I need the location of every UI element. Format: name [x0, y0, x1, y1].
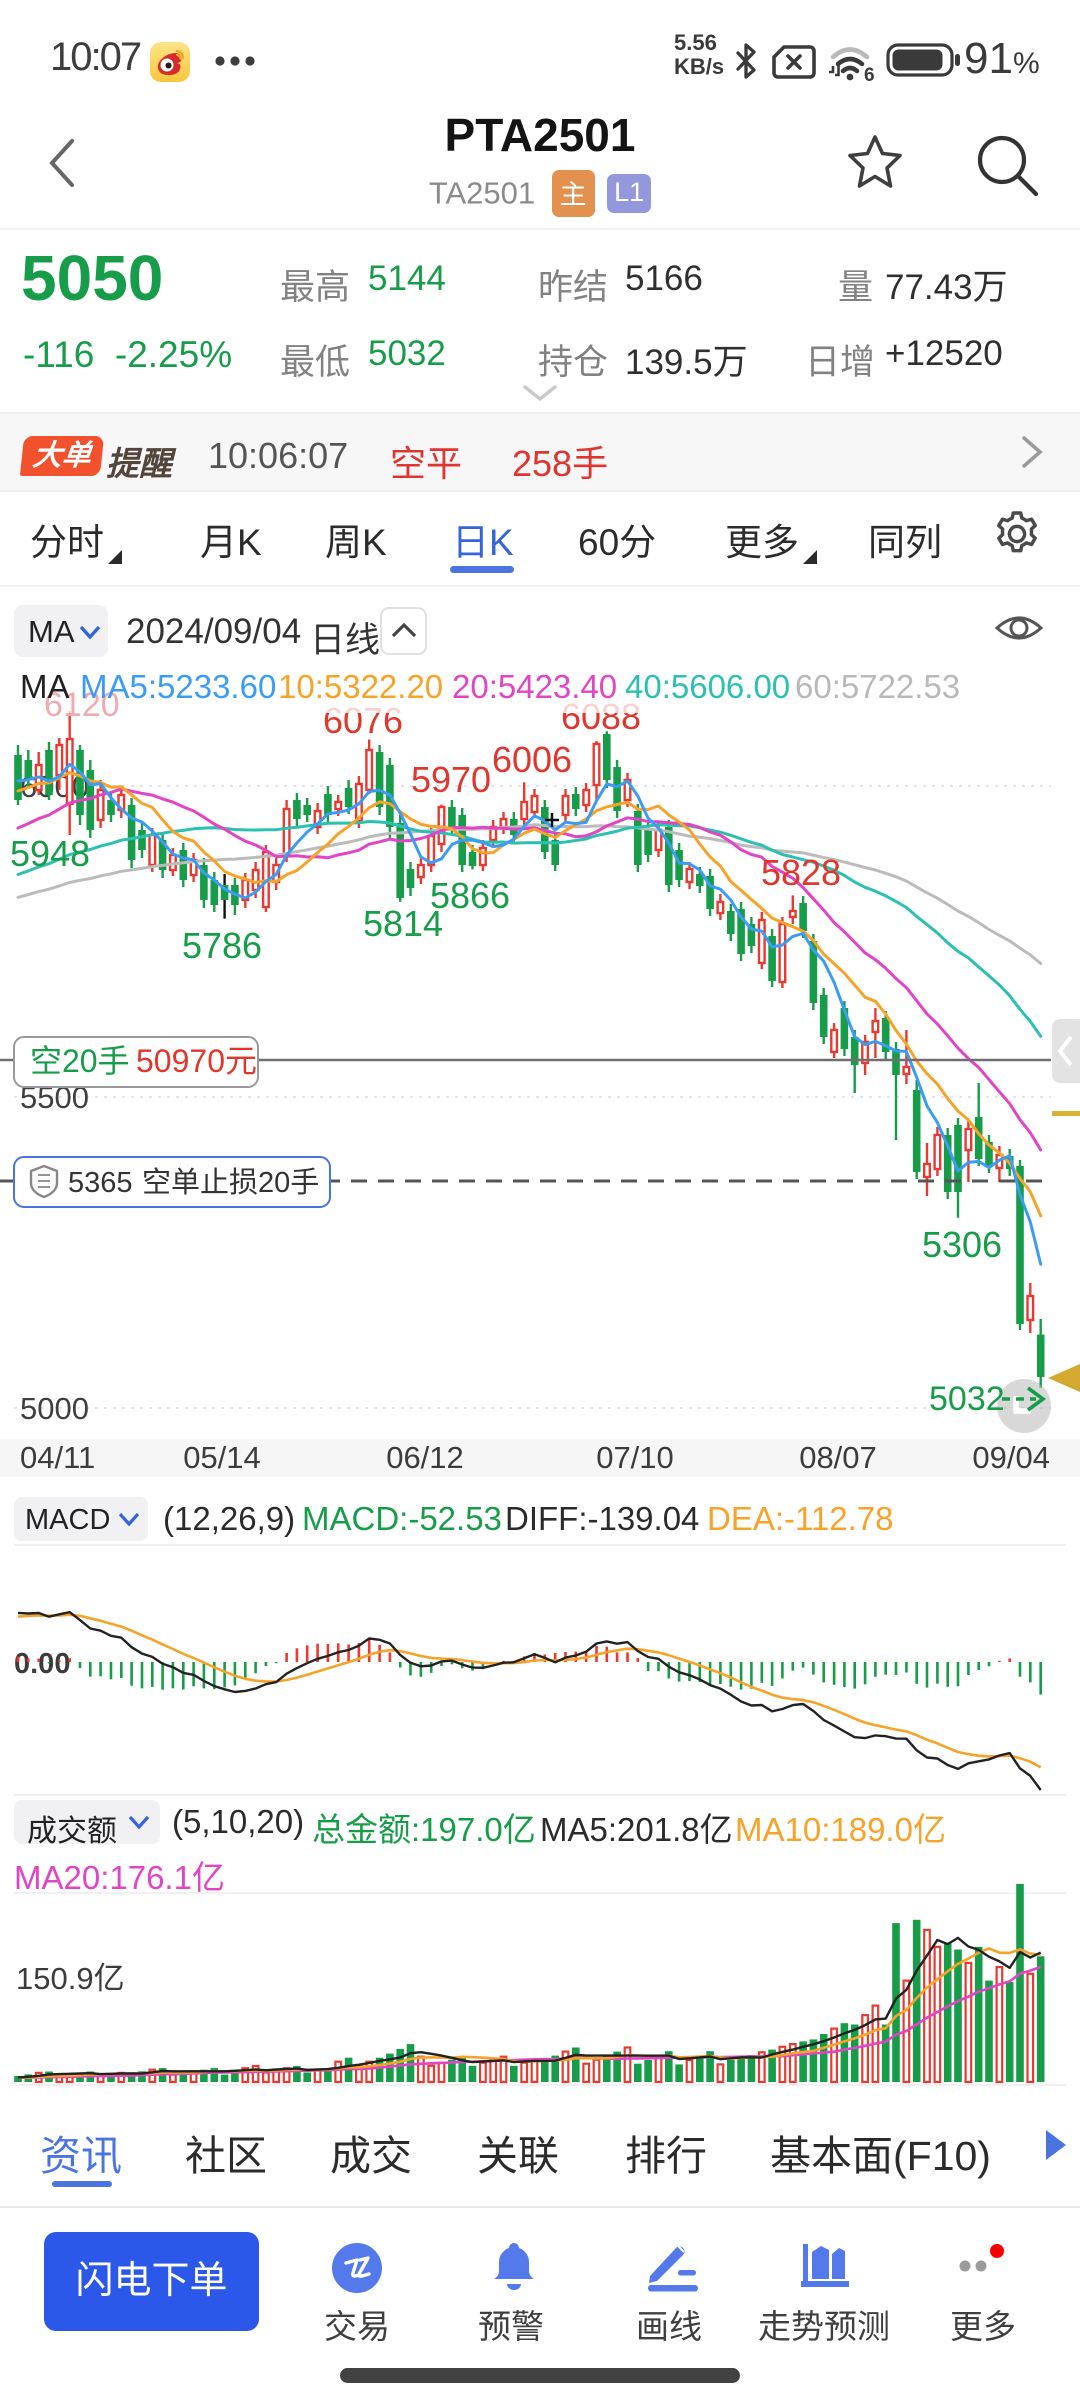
- svg-text:5365: 5365: [68, 1167, 133, 1199]
- svg-text:6: 6: [864, 65, 875, 82]
- svg-text:05/14: 05/14: [183, 1440, 261, 1475]
- svg-text:5786: 5786: [182, 925, 262, 966]
- svg-text:5970: 5970: [411, 759, 491, 800]
- svg-text:5032: 5032: [929, 1380, 1005, 1418]
- svg-text:6006: 6006: [492, 739, 572, 780]
- svg-text:150.9亿: 150.9亿: [16, 1961, 125, 1996]
- svg-text:5948: 5948: [10, 833, 90, 874]
- svg-text:06/12: 06/12: [386, 1440, 464, 1475]
- svg-text:04/11: 04/11: [20, 1440, 95, 1475]
- svg-text:0.00: 0.00: [14, 1648, 70, 1680]
- svg-text:5306: 5306: [922, 1224, 1002, 1265]
- svg-text:5866: 5866: [430, 875, 510, 916]
- svg-text:07/10: 07/10: [596, 1440, 674, 1475]
- svg-text:空20手: 空20手: [30, 1043, 130, 1079]
- svg-text:09/04: 09/04: [972, 1440, 1050, 1475]
- svg-text:5000: 5000: [20, 1391, 89, 1426]
- svg-text:5828: 5828: [761, 852, 841, 893]
- svg-text:08/07: 08/07: [799, 1440, 877, 1475]
- svg-text:空单止损20手: 空单止损20手: [142, 1166, 319, 1199]
- svg-text:50970元: 50970元: [136, 1043, 257, 1079]
- svg-text:5814: 5814: [363, 903, 443, 944]
